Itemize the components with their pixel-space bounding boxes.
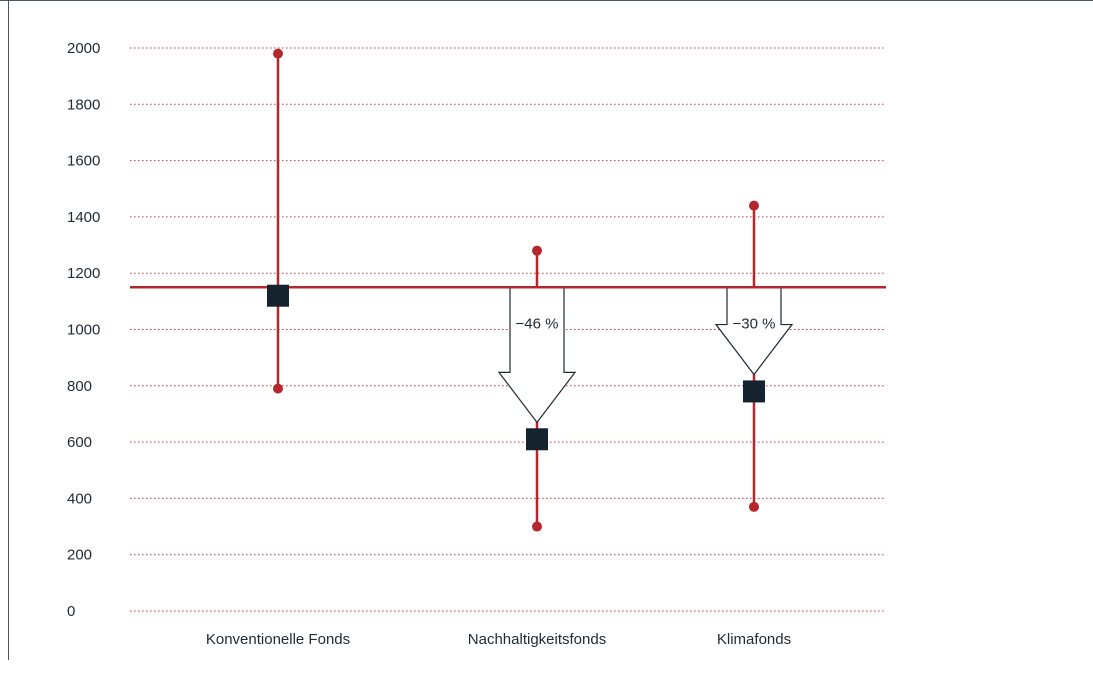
category-label: Nachhaltigkeitsfonds	[468, 631, 606, 648]
category-label: Klimafonds	[717, 631, 791, 648]
range-max-dot	[749, 200, 759, 211]
range-min-dot	[749, 501, 759, 512]
mid-marker	[526, 428, 548, 451]
reduction-arrow	[497, 286, 577, 424]
range-min-dot	[532, 521, 542, 532]
reduction-arrow-label: −30 %	[733, 315, 776, 332]
reduction-arrow	[714, 286, 794, 376]
y-tick-label: 1400	[67, 209, 100, 226]
y-tick-label: 1000	[67, 322, 100, 339]
range-min-dot	[273, 383, 283, 394]
range-max-dot	[273, 48, 283, 59]
y-tick-label: 0	[67, 603, 75, 620]
range-max-dot	[532, 245, 542, 256]
mid-marker	[267, 284, 289, 307]
y-tick-label: 2000	[67, 40, 100, 57]
y-tick-label: 1800	[67, 96, 100, 113]
reduction-arrow-label: −46 %	[516, 315, 559, 332]
y-tick-label: 800	[67, 378, 92, 395]
y-tick-label: 1200	[67, 265, 100, 282]
category-label: Konventionelle Fonds	[206, 631, 350, 648]
mid-marker	[743, 380, 765, 403]
y-tick-label: 400	[67, 490, 92, 507]
y-tick-label: 200	[67, 547, 92, 564]
y-tick-label: 1600	[67, 153, 100, 170]
y-tick-label: 600	[67, 434, 92, 451]
